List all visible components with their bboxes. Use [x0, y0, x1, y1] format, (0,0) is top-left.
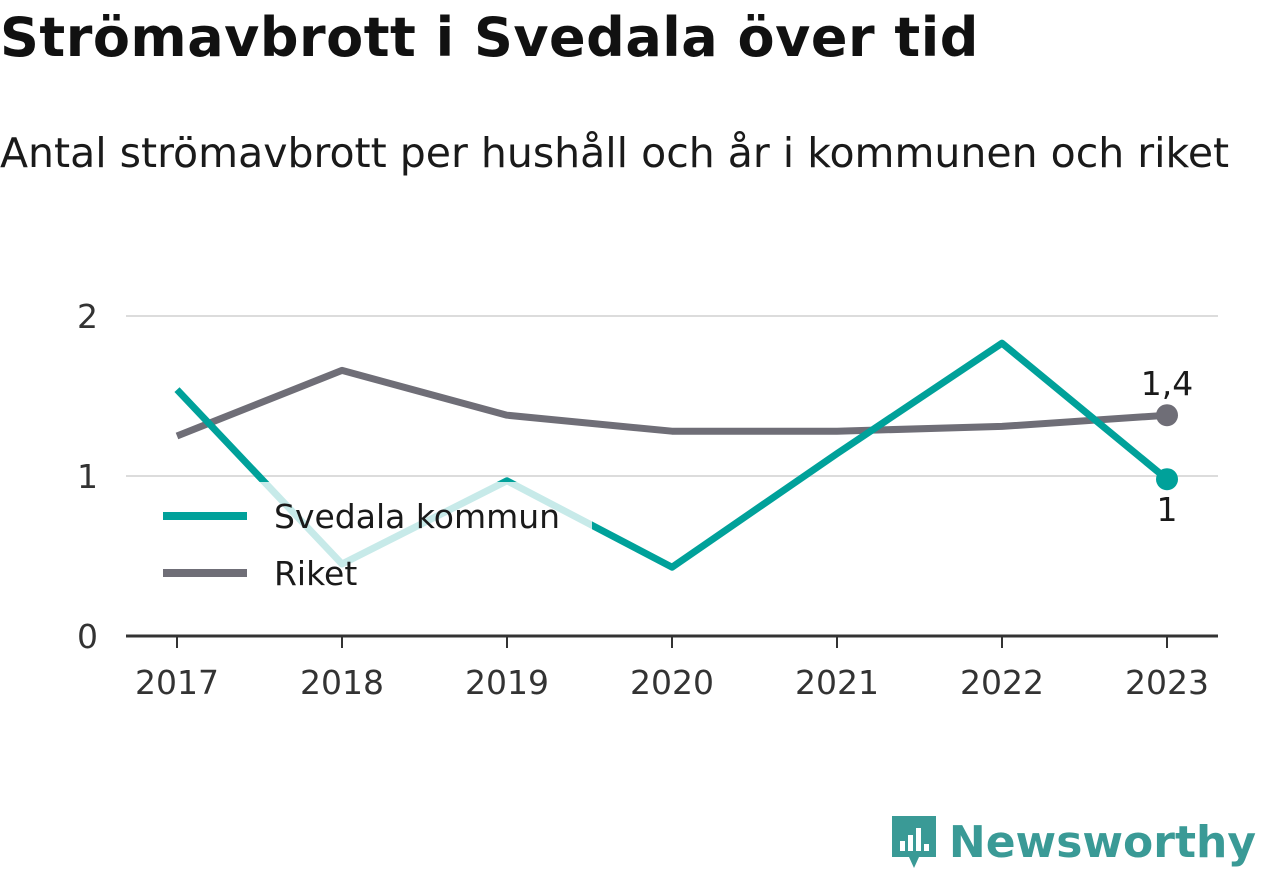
- x-tick-label: 2021: [795, 663, 879, 702]
- chart-subtitle: Antal strömavbrott per hushåll och år i …: [0, 129, 1230, 177]
- legend-label: Svedala kommun: [274, 497, 560, 536]
- x-tick-label: 2022: [960, 663, 1044, 702]
- chart-title: Strömavbrott i Svedala över tid: [0, 6, 979, 69]
- series-line-riket: [175, 366, 1168, 440]
- y-tick-label: 1: [77, 457, 98, 496]
- x-tick-label: 2018: [300, 663, 384, 702]
- legend-label: Riket: [274, 554, 357, 593]
- legend-background: [152, 482, 592, 612]
- end-point: [1156, 404, 1178, 427]
- brand: Newsworthy: [889, 813, 1256, 871]
- x-tick-label: 2019: [465, 663, 549, 702]
- y-tick-label: 0: [77, 617, 98, 656]
- end-point: [1156, 468, 1178, 491]
- y-tick-label: 2: [77, 297, 98, 336]
- x-tick-label: 2017: [135, 663, 219, 702]
- data-label-svedala: 1: [1157, 490, 1178, 529]
- newsworthy-logo-icon: [891, 816, 936, 868]
- x-tick-label: 2023: [1125, 663, 1209, 702]
- x-tick-label: 2020: [630, 663, 714, 702]
- brand-name: Newsworthy: [948, 816, 1256, 868]
- data-label-riket: 1,4: [1141, 364, 1193, 403]
